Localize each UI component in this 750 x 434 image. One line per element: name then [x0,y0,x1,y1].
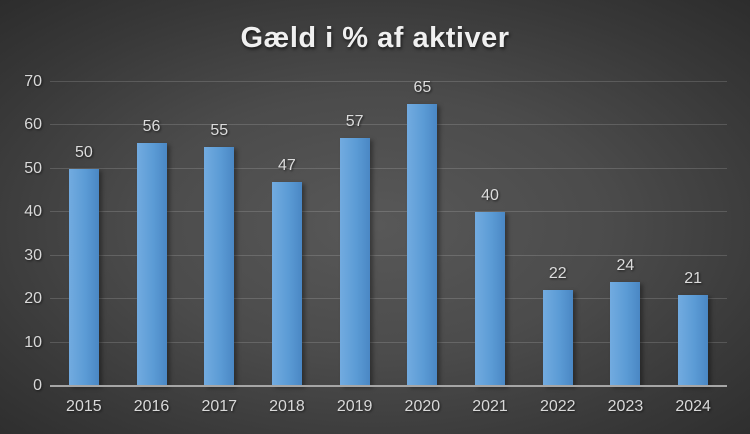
x-tick-label-2016: 2016 [133,398,170,415]
bar-cell-2016: 56 [118,82,186,386]
y-tick-label-50: 50 [24,159,42,177]
value-label-2022: 22 [548,265,567,283]
bar-cell-2019: 57 [321,82,389,386]
bar-cell-2018: 47 [253,82,321,386]
x-axis-line [50,385,727,387]
gridline-30 [50,254,727,256]
x-tick-label-2018: 2018 [269,398,305,415]
y-axis-labels: 0 10 20 30 40 50 60 70 [0,74,42,394]
x-tick-label-2020: 2020 [404,398,441,415]
bar-2020 [407,103,438,386]
x-tick-label-2021: 2021 [472,398,508,415]
bar-cell-2023: 24 [592,82,660,386]
bar-cell-2021: 40 [456,82,524,386]
bar-cell-2024: 21 [659,82,727,386]
bar-cell-2022: 22 [524,82,592,386]
chart-title: Gæld i % af aktiver [240,22,510,54]
y-tick-label-60: 60 [24,116,42,134]
x-tick-label-2017: 2017 [201,398,238,415]
x-tick-label-2024: 2024 [675,398,711,415]
x-axis-labels: 2015 2016 2017 2018 2019 2020 2021 2022 2023 2024 [50,388,727,428]
value-label-2017: 55 [210,122,229,140]
bar-2021 [475,212,506,386]
y-tick-label-40: 40 [24,203,42,221]
gridline-10 [50,341,727,343]
value-label-2019: 57 [345,113,364,131]
bar-2024 [678,294,709,386]
y-tick-label-10: 10 [24,333,42,351]
bar-2017 [204,147,235,386]
value-label-2020: 65 [413,78,432,96]
value-label-2015: 50 [74,143,93,161]
plot-area: 50 56 55 47 57 65 40 22 24 21 [50,78,727,387]
y-tick-label-20: 20 [24,290,42,308]
value-label-2018: 47 [278,156,296,174]
y-tick-label-30: 30 [24,246,42,264]
bar-2022 [542,290,573,386]
bar-2019 [339,138,370,386]
y-tick-label-70: 70 [24,73,42,90]
y-tick-label-0: 0 [33,377,42,394]
value-label-2021: 40 [481,187,499,205]
x-tick-label-2015: 2015 [66,398,102,415]
gridline-60 [50,124,727,126]
gridline-70 [50,81,727,82]
bar-2015 [68,168,99,386]
gridline-40 [50,211,727,213]
x-tick-label-2022: 2022 [539,398,576,415]
value-label-2023: 24 [616,256,635,274]
bar-cell-2015: 50 [50,82,118,386]
value-label-2016: 56 [142,117,161,135]
bar-cell-2017: 55 [185,82,253,386]
bar-2016 [136,142,167,386]
x-tick-label-2023: 2023 [607,398,644,415]
bar-2018 [271,181,302,386]
bar-cell-2020: 65 [389,78,457,386]
x-tick-label-2019: 2019 [336,398,373,415]
gridline-20 [50,298,727,300]
value-label-2024: 21 [684,269,703,287]
gridline-50 [50,167,727,169]
bar-2023 [610,281,641,386]
